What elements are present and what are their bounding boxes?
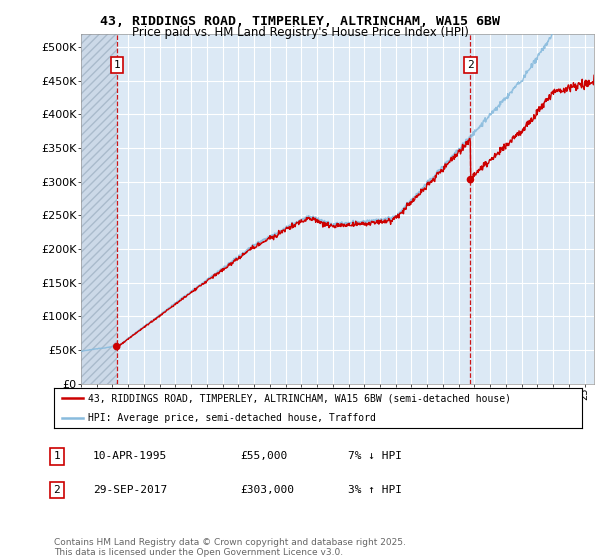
Text: 43, RIDDINGS ROAD, TIMPERLEY, ALTRINCHAM, WA15 6BW: 43, RIDDINGS ROAD, TIMPERLEY, ALTRINCHAM… — [100, 15, 500, 28]
Text: 1: 1 — [113, 60, 120, 70]
Text: 7% ↓ HPI: 7% ↓ HPI — [348, 451, 402, 461]
Text: 10-APR-1995: 10-APR-1995 — [93, 451, 167, 461]
Text: HPI: Average price, semi-detached house, Trafford: HPI: Average price, semi-detached house,… — [88, 413, 376, 423]
Text: Price paid vs. HM Land Registry's House Price Index (HPI): Price paid vs. HM Land Registry's House … — [131, 26, 469, 39]
Text: 2: 2 — [467, 60, 474, 70]
Text: £55,000: £55,000 — [240, 451, 287, 461]
Point — [466, 175, 475, 184]
Text: 43, RIDDINGS ROAD, TIMPERLEY, ALTRINCHAM, WA15 6BW (semi-detached house): 43, RIDDINGS ROAD, TIMPERLEY, ALTRINCHAM… — [88, 393, 511, 403]
Text: 2: 2 — [53, 485, 61, 495]
Text: 29-SEP-2017: 29-SEP-2017 — [93, 485, 167, 495]
Text: £303,000: £303,000 — [240, 485, 294, 495]
Point — [112, 342, 122, 351]
Text: 3% ↑ HPI: 3% ↑ HPI — [348, 485, 402, 495]
Text: 1: 1 — [53, 451, 61, 461]
Text: Contains HM Land Registry data © Crown copyright and database right 2025.
This d: Contains HM Land Registry data © Crown c… — [54, 538, 406, 557]
